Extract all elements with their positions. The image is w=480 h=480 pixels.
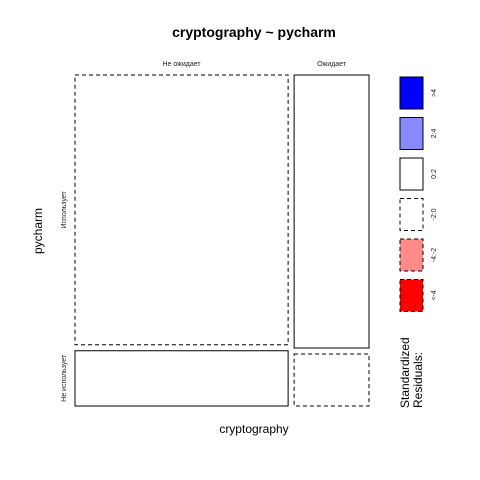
legend-label: >4 bbox=[431, 89, 438, 97]
x-category-label: Не ожидает bbox=[162, 61, 201, 68]
legend-label: <-4 bbox=[431, 290, 438, 300]
chart-title: cryptography ~ pycharm bbox=[172, 24, 336, 40]
legend-items: >4 2:4 0:2 -2:0 -4:-2 <-4 bbox=[399, 76, 438, 312]
legend-label: -2:0 bbox=[431, 208, 438, 220]
mosaic-cell bbox=[293, 74, 370, 349]
legend-title-line2: Residuals: bbox=[411, 352, 425, 408]
legend-label: -4:-2 bbox=[431, 248, 438, 263]
y-category-label: Использует bbox=[61, 190, 68, 228]
y-axis-label: pycharm bbox=[31, 208, 45, 254]
mosaic-cells bbox=[74, 74, 370, 407]
mosaic-cell bbox=[74, 74, 289, 346]
mosaic-cell bbox=[74, 350, 289, 407]
legend-swatch bbox=[399, 238, 424, 272]
x-category-labels: Не ожидает Ожидает bbox=[162, 61, 346, 68]
legend-title-line1: Standardized bbox=[398, 337, 412, 408]
x-category-label: Ожидает bbox=[317, 61, 347, 68]
legend-label: 2:4 bbox=[431, 129, 438, 139]
legend: >4 2:4 0:2 -2:0 -4:-2 <-4 Standardized Residu… bbox=[398, 76, 438, 408]
legend-swatch bbox=[399, 198, 424, 231]
legend-swatch bbox=[399, 117, 424, 150]
legend-swatch bbox=[399, 279, 424, 312]
mosaic-cell bbox=[293, 353, 370, 407]
y-category-labels: Использует Не использует bbox=[61, 190, 68, 401]
legend-label: 0:2 bbox=[431, 169, 438, 179]
legend-swatch bbox=[399, 76, 424, 110]
x-axis-label: cryptography bbox=[219, 422, 288, 436]
y-category-label: Не использует bbox=[61, 354, 68, 402]
legend-swatch bbox=[399, 157, 424, 191]
